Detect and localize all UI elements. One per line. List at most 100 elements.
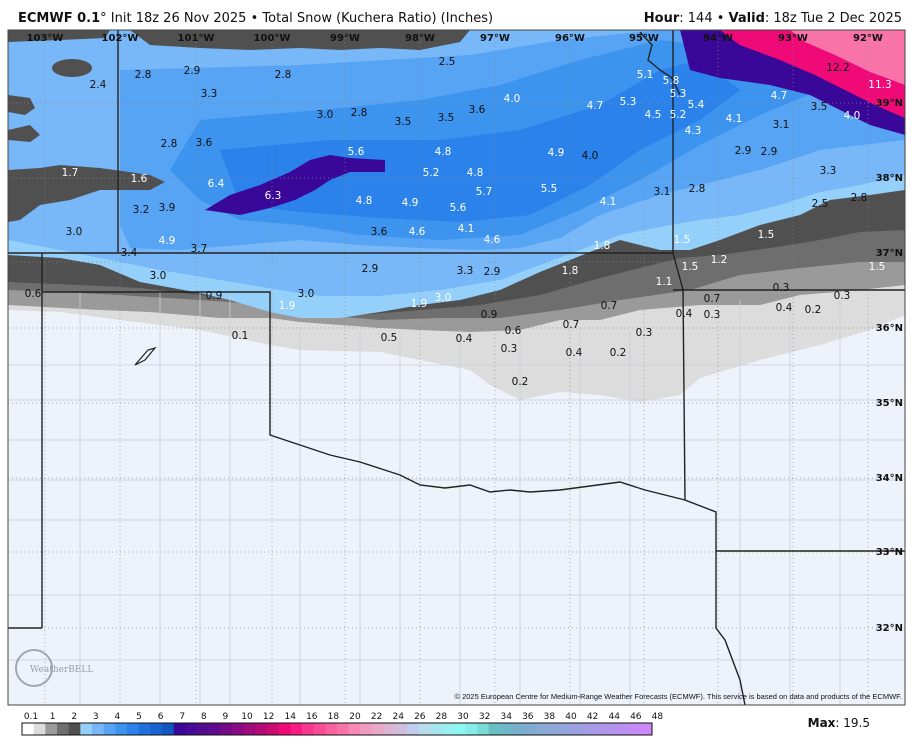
max-value: Max: 19.5 bbox=[808, 716, 870, 730]
snow-amount-label: 1.1 bbox=[656, 276, 673, 288]
longitude-label: 97°W bbox=[480, 33, 510, 44]
colorbar-swatch bbox=[512, 723, 525, 735]
snow-amount-label: 0.3 bbox=[773, 282, 790, 294]
snow-amount-label: 4.9 bbox=[159, 235, 176, 247]
colorbar-swatch bbox=[185, 723, 198, 735]
colorbar-swatch bbox=[582, 723, 595, 735]
snow-amount-label: 0.4 bbox=[776, 302, 793, 314]
colorbar-swatch bbox=[465, 723, 478, 735]
colorbar-tick-label: 26 bbox=[414, 712, 426, 722]
snow-amount-label: 4.3 bbox=[685, 125, 702, 137]
colorbar-tick-label: 44 bbox=[608, 712, 620, 722]
longitude-labels: 103°W 102°W 101°W 100°W 99°W 98°W 97°W 96°W 95°W… bbox=[27, 33, 883, 44]
snow-amount-label: 4.5 bbox=[645, 109, 662, 121]
colorbar-tick-label: 2 bbox=[71, 712, 77, 722]
colorbar-swatch bbox=[523, 723, 536, 735]
colorbar-tick-label: 9 bbox=[223, 712, 229, 722]
colorbar-tick-label: 34 bbox=[500, 712, 512, 722]
snow-amount-label: 2.9 bbox=[184, 65, 201, 77]
snow-amount-label: 0.2 bbox=[610, 347, 627, 359]
colorbar-tick-label: 14 bbox=[284, 712, 296, 722]
snow-amount-label: 5.6 bbox=[348, 146, 365, 158]
snow-amount-label: 1.7 bbox=[62, 167, 79, 179]
colorbar-swatch bbox=[430, 723, 443, 735]
colorbar-tick-label: 12 bbox=[263, 712, 274, 722]
colorbar-swatch bbox=[337, 723, 350, 735]
snow-amount-label: 4.6 bbox=[484, 234, 501, 246]
colorbar-swatch bbox=[383, 723, 396, 735]
latitude-label: 32°N bbox=[876, 623, 903, 634]
colorbar-swatch bbox=[173, 723, 186, 735]
colorbar-swatch bbox=[138, 723, 151, 735]
snow-amount-label: 0.6 bbox=[505, 325, 522, 337]
snow-amount-label: 3.6 bbox=[469, 104, 486, 116]
map-frame bbox=[7, 29, 906, 706]
colorbar-swatch bbox=[372, 723, 385, 735]
snow-amount-label: 0.3 bbox=[501, 343, 518, 355]
snow-amount-label: 2.4 bbox=[90, 79, 107, 91]
colorbar-swatch bbox=[115, 723, 128, 735]
snow-amount-label: 4.6 bbox=[409, 226, 426, 238]
snow-amount-label: 4.9 bbox=[402, 197, 419, 209]
colorbar-swatch bbox=[488, 723, 501, 735]
snow-hole-west bbox=[8, 95, 40, 142]
latitude-label: 37°N bbox=[876, 248, 903, 259]
snow-amount-label: 0.3 bbox=[636, 327, 653, 339]
snow-amount-label: 4.8 bbox=[435, 146, 452, 158]
colorbar-tick-label: 24 bbox=[392, 712, 404, 722]
state-borders bbox=[8, 30, 905, 705]
snow-amount-label: 4.1 bbox=[600, 196, 617, 208]
colorbar-swatch bbox=[92, 723, 105, 735]
colorbar-swatch bbox=[477, 723, 490, 735]
latitude-label: 36°N bbox=[876, 323, 903, 334]
colorbar-swatch bbox=[267, 723, 280, 735]
snow-amount-label: 2.5 bbox=[439, 56, 456, 68]
snow-amount-label: 1.8 bbox=[562, 265, 579, 277]
snow-amount-label: 3.0 bbox=[66, 226, 83, 238]
colorbar-swatch bbox=[103, 723, 116, 735]
colorbar-swatch bbox=[243, 723, 256, 735]
title-text: Init 18z 26 Nov 2025 • Total Snow (Kuche… bbox=[106, 11, 494, 26]
snow-amount-label: 1.5 bbox=[869, 261, 886, 273]
colorbar-swatch bbox=[593, 723, 606, 735]
max-label: Max bbox=[807, 716, 836, 730]
snow-amount-label: 2.9 bbox=[362, 263, 379, 275]
snow-contour-low-northwest bbox=[8, 30, 110, 42]
colorbar-tick-label: 28 bbox=[436, 712, 448, 722]
snow-amount-label: 2.9 bbox=[484, 266, 501, 278]
lake-meredith bbox=[134, 346, 157, 366]
colorbar-swatch bbox=[127, 723, 140, 735]
logo-text: WeatherBELL bbox=[30, 665, 93, 675]
colorbar-swatch bbox=[313, 723, 326, 735]
snow-amount-label: 0.1 bbox=[232, 330, 249, 342]
snow-amount-labels: 2.4 2.8 2.9 2.8 3.3 3.0 2.8 3.5 3.5 3.6 2.5 4.0 4.7 5… bbox=[25, 56, 892, 388]
snow-amount-label: 3.5 bbox=[395, 116, 412, 128]
colorbar-tick-label: 20 bbox=[349, 712, 361, 722]
snow-amount-label: 3.1 bbox=[654, 186, 671, 198]
snow-amount-label: 2.8 bbox=[351, 107, 368, 119]
colorbar-swatch bbox=[395, 723, 408, 735]
snow-amount-label: 3.6 bbox=[371, 226, 388, 238]
colorbar-tick-label: 4 bbox=[115, 712, 121, 722]
snow-amount-label: 3.0 bbox=[150, 270, 167, 282]
snow-amount-label: 4.9 bbox=[548, 147, 565, 159]
snow-amount-label: 3.3 bbox=[201, 88, 218, 100]
snow-amount-label: 0.2 bbox=[805, 304, 822, 316]
colorbar-swatch bbox=[290, 723, 303, 735]
snow-amount-label: 0.4 bbox=[676, 308, 693, 320]
snow-amount-label: 3.7 bbox=[191, 243, 208, 255]
snow-amount-label: 0.3 bbox=[704, 309, 721, 321]
county-lines bbox=[8, 292, 905, 705]
snow-amount-label: 5.2 bbox=[423, 167, 440, 179]
snow-amount-label: 5.5 bbox=[541, 183, 558, 195]
snow-amount-label: 1.8 bbox=[594, 240, 611, 252]
snow-amount-label: 1.5 bbox=[758, 229, 775, 241]
colorbar-swatch bbox=[278, 723, 291, 735]
lat-lon-grid bbox=[8, 30, 905, 705]
colorbar: 0.1 1 2 3 4 5 6 7 8 9 10 12 14 16 18 20 22 24 26 28 30 32 34 36… bbox=[21, 712, 663, 736]
colorbar-swatch bbox=[220, 723, 233, 735]
snow-amount-label: 4.0 bbox=[582, 150, 599, 162]
snow-amount-label: 5.3 bbox=[670, 88, 687, 100]
snow-amount-label: 5.1 bbox=[637, 69, 654, 81]
colorbar-swatch bbox=[535, 723, 548, 735]
